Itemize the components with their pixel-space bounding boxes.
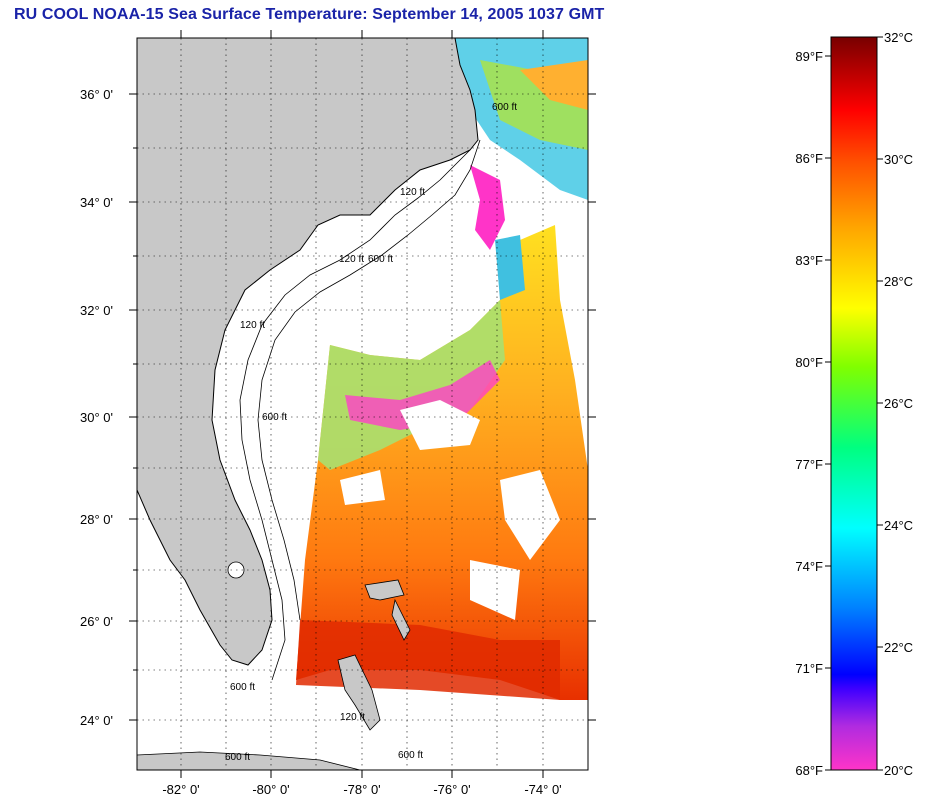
contour-label: 120 ft <box>340 712 365 723</box>
lat-label: 36° 0' <box>80 87 113 102</box>
sst-patch-warm-north <box>520 60 588 110</box>
colorbar-f-label: 83°F <box>795 253 823 268</box>
temperature-colorbar <box>830 36 878 771</box>
colorbar-f-label: 80°F <box>795 355 823 370</box>
contour-label: 600 ft <box>225 752 250 763</box>
lon-label: -82° 0' <box>162 782 199 797</box>
lat-label: 28° 0' <box>80 512 113 527</box>
lon-label: -78° 0' <box>343 782 380 797</box>
colorbar-c-label: 20°C <box>884 763 913 778</box>
contour-label: 600 ft <box>230 682 255 693</box>
colorbar-f-label: 68°F <box>795 763 823 778</box>
island-grand-bahama <box>364 579 405 601</box>
lat-label: 26° 0' <box>80 614 113 629</box>
land-cuba <box>137 751 361 770</box>
colorbar-f-label: 86°F <box>795 151 823 166</box>
colorbar-ticks <box>825 36 883 771</box>
colorbar-c-label: 26°C <box>884 396 913 411</box>
cloud-1 <box>400 400 480 450</box>
cloud-4 <box>340 470 385 505</box>
contour-label: 600 ft <box>492 102 517 113</box>
graticule <box>137 38 588 770</box>
lon-label: -80° 0' <box>252 782 289 797</box>
lat-label: 32° 0' <box>80 303 113 318</box>
sst-cold-patch-north <box>470 165 505 250</box>
contour-label: 120 ft <box>240 320 265 331</box>
contour-label: 600 ft <box>398 750 423 761</box>
colorbar-f-label: 89°F <box>795 49 823 64</box>
colorbar-f-label: 74°F <box>795 559 823 574</box>
sst-patch-mid <box>495 235 525 300</box>
lat-label: 30° 0' <box>80 410 113 425</box>
island-abaco <box>391 598 411 641</box>
colorbar-f-label: 77°F <box>795 457 823 472</box>
colorbar-c-label: 30°C <box>884 152 913 167</box>
colorbar-f-label: 71°F <box>795 661 823 676</box>
cloud-2 <box>500 470 560 560</box>
cloud-3 <box>470 560 520 620</box>
axis-ticks <box>129 30 596 778</box>
colorbar-c-label: 22°C <box>884 640 913 655</box>
contour-120ft <box>239 149 471 681</box>
contour-label: 120 ft <box>339 254 364 265</box>
colorbar-c-label: 32°C <box>884 30 913 45</box>
contour-600ft <box>257 139 481 621</box>
lat-label: 24° 0' <box>80 713 113 728</box>
contour-label: 600 ft <box>262 412 287 423</box>
sst-cool-fringe <box>318 300 505 470</box>
contour-label: 600 ft <box>368 254 393 265</box>
colorbar-c-label: 28°C <box>884 274 913 289</box>
colorbar-c-label: 24°C <box>884 518 913 533</box>
island-andros <box>337 654 381 731</box>
contour-label: 120 ft <box>400 187 425 198</box>
bathymetry-contours <box>239 139 481 681</box>
map-plot-area: 600 ft 120 ft 600 ft 120 ft 120 ft 600 f… <box>137 38 588 770</box>
lon-label: -74° 0' <box>524 782 561 797</box>
lat-label: 34° 0' <box>80 195 113 210</box>
lon-label: -76° 0' <box>433 782 470 797</box>
map-title: RU COOL NOAA-15 Sea Surface Temperature:… <box>14 6 605 23</box>
land-southeast-us <box>137 38 479 666</box>
